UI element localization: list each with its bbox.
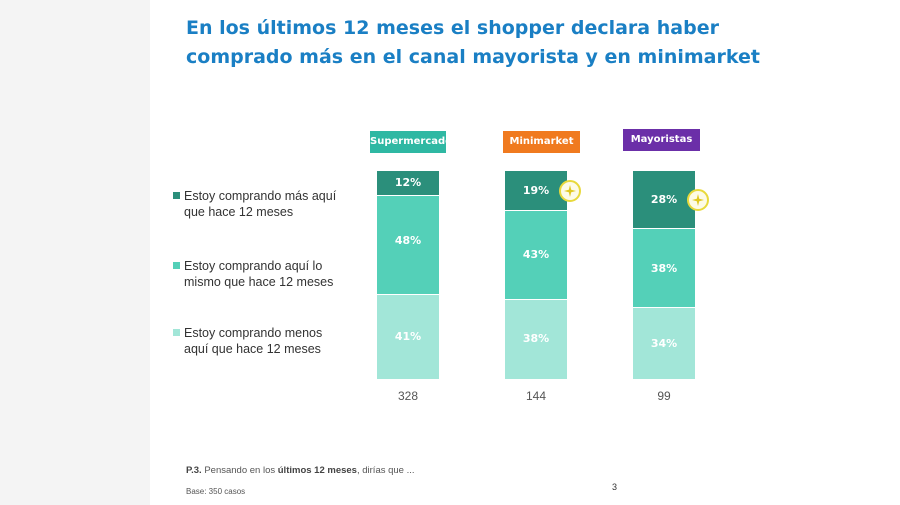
sparkle-icon [687, 189, 709, 212]
question-footnote: P.3. Pensando en los últimos 12 meses, d… [186, 465, 415, 476]
data-label: 48% [394, 233, 422, 247]
footnote-text-post: , dirías que ... [356, 465, 415, 476]
legend-label: Estoy comprando menos aquí que hace 12 me… [184, 325, 359, 357]
data-label: 34% [650, 336, 678, 350]
page-number: 3 [612, 482, 618, 492]
footnote-text-bold: últimos 12 meses [277, 465, 357, 476]
sparkle-icon [559, 179, 581, 202]
category-header-supermercado: Supermercado [370, 131, 452, 153]
bar-segment [377, 195, 439, 294]
base-size-label: 99 [657, 389, 671, 403]
category-header-minimarket: Minimarket [503, 131, 580, 153]
legend-label-line: mismo que hace 12 meses [184, 275, 334, 289]
data-label: 12% [394, 176, 422, 190]
legend-swatch [173, 329, 180, 336]
base-note: Base: 350 casos [186, 487, 246, 496]
data-label: 28% [650, 193, 678, 207]
legend-label-line: Estoy comprando aquí lo [184, 259, 323, 273]
data-label: 38% [650, 261, 678, 275]
category-header-mayoristas: Mayoristas [623, 129, 700, 151]
legend-swatch [173, 192, 180, 199]
base-size-label: 328 [397, 389, 419, 403]
bar-segment [377, 171, 439, 195]
legend-label: Estoy comprando más aquí que hace 12 mese… [184, 188, 359, 220]
data-label: 19% [522, 183, 550, 197]
legend-label-line: Estoy comprando menos [184, 326, 323, 340]
data-label: 38% [522, 332, 550, 346]
title-line-2: comprado más en el canal mayorista y en … [186, 46, 760, 68]
footnote-question-id: P.3. [186, 465, 202, 476]
legend-label-line: aquí que hace 12 meses [184, 342, 321, 356]
bar-segment [633, 229, 695, 308]
data-label: 43% [522, 248, 550, 262]
bar-segment [633, 171, 695, 229]
legend-label: Estoy comprando aquí lo mismo que hace 12… [184, 258, 359, 290]
base-size-label: 144 [525, 389, 547, 403]
bar-segment [377, 294, 439, 379]
bar-segment [505, 210, 567, 299]
legend-swatch [173, 262, 180, 269]
footnote-text-pre: Pensando en los [201, 465, 278, 476]
bar-segment [505, 299, 567, 379]
title-line-1: En los últimos 12 meses el shopper decla… [186, 17, 719, 39]
slide-title: En los últimos 12 meses el shopper decla… [186, 14, 760, 72]
bar-segment [633, 308, 695, 379]
bar-segment [505, 171, 567, 210]
legend-label-line: que hace 12 meses [184, 205, 294, 219]
data-label: 41% [394, 329, 422, 343]
legend-label-line: Estoy comprando más aquí [184, 189, 337, 203]
